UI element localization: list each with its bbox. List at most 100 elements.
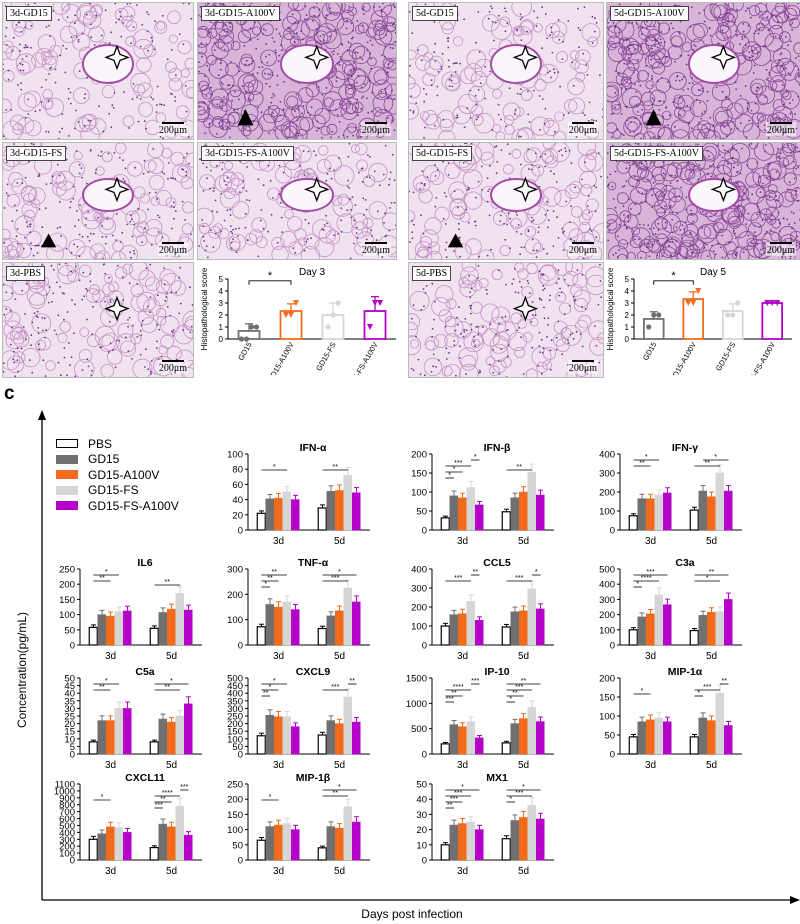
bar [689, 509, 699, 531]
scale-bar-line [571, 360, 594, 362]
y-tick-label: 30 [64, 704, 75, 715]
bar [449, 495, 458, 531]
star-marker-icon [104, 44, 130, 71]
bar [761, 302, 784, 340]
x-tick-label: 3d [273, 866, 284, 877]
y-tick-label: 300 [411, 584, 427, 595]
star-marker-icon [512, 295, 539, 322]
y-tick-label: 5 [70, 742, 75, 753]
x-tick-label: 5d [166, 866, 177, 877]
chart-title: Day 3 [299, 267, 326, 278]
histology-image: 3d-GD15-FS 200μm [2, 142, 194, 260]
data-point [764, 300, 771, 306]
bar [158, 823, 167, 861]
y-tick-label: 100 [59, 610, 75, 621]
histology-label: 3d-GD15 [6, 6, 52, 21]
significance-label: *** [454, 460, 462, 467]
data-point [335, 300, 341, 306]
y-tick-label: 200 [59, 580, 75, 591]
bar [698, 615, 707, 646]
bar [158, 612, 167, 646]
significance-label: *** [180, 784, 188, 791]
bar [475, 504, 484, 531]
y-tick-label: 0 [610, 641, 615, 652]
histology-image: 3d-PBS 200μm [2, 262, 194, 378]
x-tick-label: 5d [706, 760, 717, 771]
data-point [695, 288, 702, 294]
star-marker-icon [303, 176, 330, 203]
histology-image: 5d-GD15-FS-A100V 200μm [606, 142, 800, 260]
chart-title: CCL5 [483, 557, 511, 569]
y-tick-label: 400 [227, 689, 243, 700]
significance-label: ** [263, 690, 269, 697]
significance-label: * [474, 454, 477, 461]
chart-title: CXCL9 [296, 666, 331, 678]
bar [274, 716, 283, 755]
x-tick-label: 5d [334, 866, 345, 877]
bar [274, 606, 283, 646]
significance-label: * [338, 569, 341, 576]
bar [440, 625, 450, 646]
significance-label: ** [517, 464, 523, 471]
y-tick-label: 0 [70, 641, 75, 652]
bar [265, 826, 274, 861]
bar [628, 629, 638, 646]
y-tick-label: 2 [219, 311, 224, 320]
bar [510, 723, 519, 755]
y-tick-label: 1 [219, 323, 224, 332]
significance-bracket [653, 280, 694, 285]
y-tick-label: 5 [625, 275, 630, 284]
significance-label: ** [165, 684, 171, 691]
significance-label: * [268, 270, 273, 282]
histology-texture [198, 143, 396, 259]
x-tick-label: 5d [334, 651, 345, 662]
bar [149, 846, 159, 861]
bar [721, 310, 744, 340]
x-tick-label: GD15-A100V [668, 341, 698, 376]
chart-title: MX1 [486, 772, 508, 784]
x-axis-title: Days post infection [361, 907, 462, 921]
y-tick-label: 200 [599, 674, 615, 685]
y-tick-label: 500 [59, 821, 75, 832]
bar [637, 616, 646, 646]
scale-bar-line [769, 242, 792, 244]
bar [363, 310, 387, 340]
histology-label: 5d-GD15-A100V [610, 6, 689, 21]
bar [282, 716, 291, 755]
x-tick-label: 3d [457, 651, 468, 662]
bar [326, 490, 335, 531]
bar [663, 492, 672, 531]
significance-label: ** [272, 569, 278, 576]
chart-title: C3a [675, 557, 694, 569]
bar [265, 498, 274, 531]
legend-label: PBS [88, 436, 113, 451]
significance-label: * [170, 678, 173, 685]
data-point [685, 300, 692, 306]
significance-label: ** [333, 790, 339, 797]
legend-swatch [56, 485, 78, 495]
y-tick-label: 0 [610, 750, 615, 761]
significance-label: * [645, 454, 648, 461]
bar [149, 627, 159, 646]
scale-bar-line [161, 360, 184, 362]
y-tick-label: 0 [70, 750, 75, 761]
chart-title: MIP-1β [296, 772, 331, 784]
y-tick-label: 0 [219, 335, 224, 344]
bar [475, 737, 484, 755]
scale-bar: 200μm [360, 122, 391, 136]
x-tick-label: 3d [105, 760, 116, 771]
x-tick-label: 3d [457, 536, 468, 547]
scale-bar-line [161, 242, 184, 244]
y-tick-label: 20 [64, 719, 75, 730]
x-tick-label: 5d [334, 760, 345, 771]
scale-bar: 200μm [765, 122, 796, 136]
bar [536, 721, 545, 755]
y-tick-label: 5 [219, 275, 224, 284]
y-tick-label: 100 [227, 734, 243, 745]
bar [527, 707, 536, 755]
scale-bar: 200μm [765, 242, 796, 256]
significance-label: ** [512, 690, 518, 697]
